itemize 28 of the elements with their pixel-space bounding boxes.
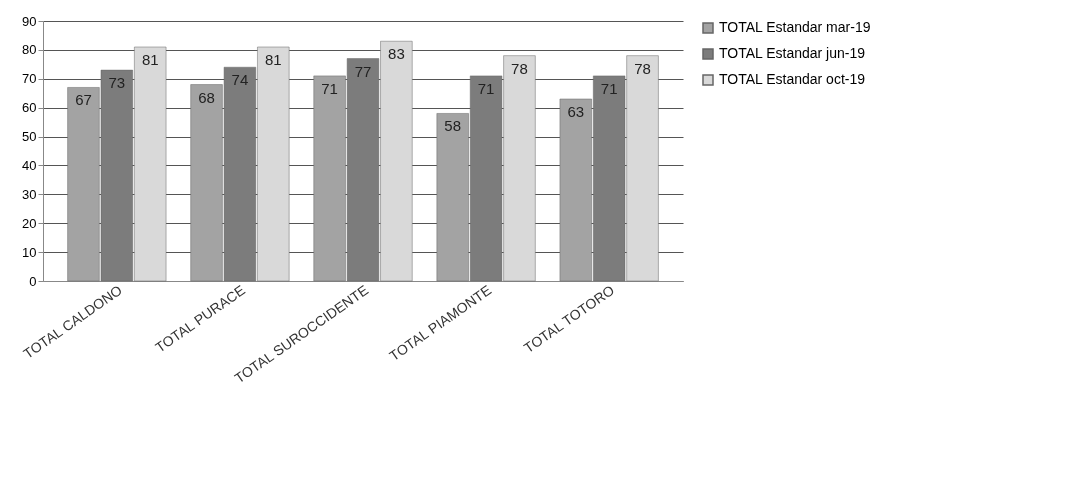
data-label: 71 (477, 79, 495, 97)
data-label: 73 (108, 74, 126, 92)
y-tick-label: 30 (22, 186, 37, 202)
y-tick-label: 40 (22, 157, 37, 173)
legend-label: TOTAL Estandar jun-19 (719, 45, 866, 61)
data-label: 71 (600, 79, 618, 97)
data-label: 74 (231, 71, 249, 89)
data-label: 67 (75, 91, 92, 109)
y-tick-label: 90 (22, 13, 37, 29)
y-tick-label: 50 (22, 129, 37, 145)
data-label: 83 (388, 45, 405, 63)
y-tick-label: 80 (22, 42, 37, 58)
y-tick-label: 70 (22, 71, 37, 87)
legend-label: TOTAL Estandar oct-19 (719, 71, 866, 87)
data-label: 71 (321, 79, 338, 97)
data-label: 77 (354, 62, 372, 80)
data-label: 58 (444, 117, 462, 135)
y-tick-label: 10 (22, 244, 37, 260)
y-tick-label: 0 (29, 273, 37, 289)
y-tick-label: 20 (22, 215, 37, 231)
data-label: 81 (264, 51, 282, 68)
legend-label: TOTAL Estandar mar-19 (719, 19, 871, 35)
data-label: 68 (198, 88, 215, 106)
data-label: 63 (567, 103, 585, 120)
data-label: 78 (634, 59, 651, 77)
y-tick-label: 60 (22, 100, 37, 116)
data-label: 78 (511, 59, 528, 77)
data-label: 81 (141, 51, 159, 68)
